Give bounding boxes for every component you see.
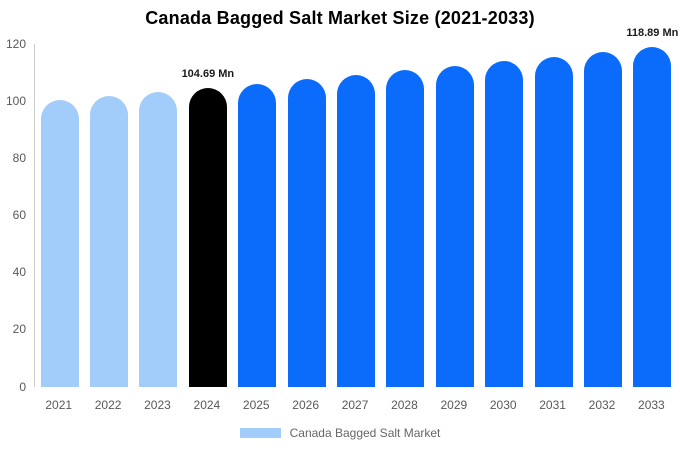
bar-slot bbox=[480, 44, 529, 387]
x-tick-label-2031: 2031 bbox=[539, 398, 566, 412]
bar-2029[interactable] bbox=[435, 65, 474, 387]
bar-slot bbox=[282, 44, 331, 387]
x-tick-label-2022: 2022 bbox=[94, 398, 122, 412]
bar-slot: 104.69 Mn bbox=[181, 44, 235, 387]
value-label-2024: 104.69 Mn bbox=[181, 67, 235, 80]
bar-2027[interactable] bbox=[337, 74, 376, 387]
bar-2024[interactable] bbox=[188, 87, 227, 387]
legend-item[interactable]: Canada Bagged Salt Market bbox=[0, 426, 680, 440]
bar-2033[interactable] bbox=[633, 47, 672, 387]
y-tick-label-40: 40 bbox=[12, 265, 26, 280]
y-tick-label-80: 80 bbox=[12, 150, 26, 165]
bar-slot bbox=[578, 44, 627, 387]
x-tick-label-2021: 2021 bbox=[45, 398, 73, 412]
x-tick-label-2029: 2029 bbox=[440, 398, 468, 412]
bar-2025[interactable] bbox=[238, 83, 277, 387]
x-tick-label-2030: 2030 bbox=[489, 398, 517, 412]
bar-2032[interactable] bbox=[583, 52, 622, 387]
bar-2031[interactable] bbox=[534, 56, 573, 387]
value-label-2033: 118.89 Mn bbox=[626, 27, 679, 40]
bar-slot bbox=[35, 44, 84, 387]
bar-slot bbox=[331, 44, 380, 387]
bar-slot bbox=[233, 44, 282, 387]
x-tick-label-2033: 2033 bbox=[638, 398, 665, 412]
bar-2021[interactable] bbox=[40, 100, 79, 387]
x-tick-label-2028: 2028 bbox=[391, 398, 418, 412]
y-tick-label-60: 60 bbox=[12, 208, 26, 222]
bar-2030[interactable] bbox=[485, 61, 524, 387]
bar-slot bbox=[430, 44, 479, 387]
y-tick-label-100: 100 bbox=[5, 93, 26, 108]
bar-slot bbox=[381, 44, 430, 387]
bar-slot bbox=[84, 44, 133, 387]
plot-area: 104.69 Mn 118.89 Mn bbox=[34, 27, 678, 387]
x-tick-label-2026: 2026 bbox=[292, 398, 319, 412]
chart-title: Canada Bagged Salt Market Size (2021-203… bbox=[145, 8, 535, 28]
x-axis: 2021 2022 2023 2024 2025 2026 2027 2028 2029 2030… bbox=[34, 398, 676, 412]
x-tick-label-2025: 2025 bbox=[242, 398, 270, 412]
x-tick-label-2032: 2032 bbox=[588, 398, 616, 412]
y-tick-label-20: 20 bbox=[12, 322, 26, 337]
y-axis: 0 20 40 60 80 100 120 bbox=[0, 0, 26, 400]
legend-label: Canada Bagged Salt Market bbox=[289, 426, 441, 440]
bar-2028[interactable] bbox=[386, 70, 425, 387]
bar-2022[interactable] bbox=[90, 96, 129, 387]
bar-slot bbox=[134, 44, 183, 387]
x-tick-label-2023: 2023 bbox=[144, 398, 171, 412]
bar-2023[interactable] bbox=[139, 92, 178, 387]
x-tick-label-2024: 2024 bbox=[193, 398, 221, 412]
bar-slot: 118.89 Mn bbox=[626, 27, 678, 387]
x-tick-label-2027: 2027 bbox=[341, 398, 369, 412]
y-tick-label-0: 0 bbox=[19, 379, 26, 394]
bar-2026[interactable] bbox=[287, 79, 326, 387]
y-tick-label-120: 120 bbox=[5, 36, 26, 51]
legend-swatch-icon bbox=[239, 428, 281, 438]
bar-slot bbox=[529, 44, 578, 387]
